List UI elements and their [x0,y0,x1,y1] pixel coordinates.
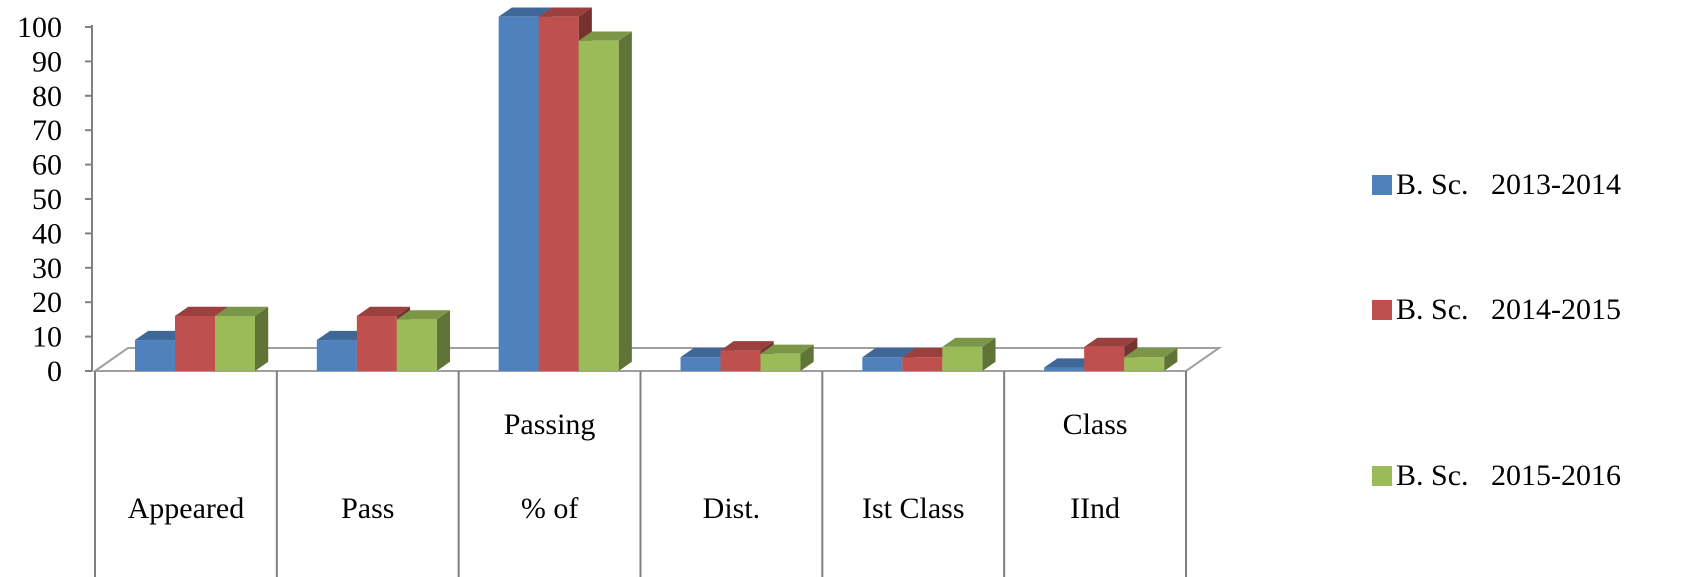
bar-front [539,17,579,371]
bar-front [902,357,942,371]
bar-front [215,316,255,371]
legend-item-series-3: B. Sc. 2015-2016 [1372,456,1682,496]
category-label-3-line-2: % of [521,492,578,525]
bar-front [1124,357,1164,371]
legend-swatch-series-3 [1372,466,1392,486]
bar-front [317,340,357,371]
legend-label-series-3: B. Sc. 2015-2016 [1396,459,1621,493]
category-label-1: Appeared [128,492,245,525]
bar-front [942,347,982,371]
bar-front [135,340,175,371]
y-tick-label-0: 0 [47,355,62,388]
y-tick-label-8: 80 [32,80,62,113]
y-tick-label-9: 90 [32,45,62,78]
legend-swatch-series-2 [1372,300,1392,320]
bar-front [357,316,397,371]
category-label-4: Dist. [703,492,761,525]
category-label-6-line-1: Class [1063,408,1128,441]
bar-s3-c3 [579,32,632,371]
bar-front [761,354,801,371]
bar-front [721,350,761,371]
bar-s3-c4 [761,345,814,371]
legend-item-series-2: B. Sc. 2014-2015 [1372,290,1682,330]
y-tick-label-3: 30 [32,252,62,285]
y-tick-label-4: 40 [32,217,62,250]
legend-label-series-1: B. Sc. 2013-2014 [1396,168,1621,202]
bar-s3-c2 [397,310,450,371]
bar-front [175,316,215,371]
bar-side [619,32,632,371]
y-tick-label-6: 60 [32,149,62,182]
y-tick-label-5: 50 [32,183,62,216]
bar-front [1084,347,1124,371]
legend-swatch-series-1 [1372,175,1392,195]
bar-front [499,17,539,371]
y-tick-label-2: 20 [32,286,62,319]
legend-item-series-1: B. Sc. 2013-2014 [1372,165,1682,205]
bar-s3-c5 [942,338,995,371]
y-tick-label-10: 100 [17,11,62,44]
category-label-5: Ist Class [862,492,965,525]
category-label-2: Pass [341,492,394,525]
category-label-6-line-2: IInd [1070,492,1120,525]
y-tick-label-1: 10 [32,321,62,354]
bar-front [862,357,902,371]
y-tick-label-7: 70 [32,114,62,147]
bar-front [579,41,619,371]
bars [135,7,1177,371]
bar-s3-c1 [215,307,268,371]
bar-side [437,310,450,371]
bar-front [397,319,437,371]
bar-side [255,307,268,371]
category-label-3-line-1: Passing [504,408,596,441]
axes [85,25,1219,577]
bar-front [681,357,721,371]
legend-label-series-2: B. Sc. 2014-2015 [1396,293,1621,327]
bar-front [1044,368,1084,371]
